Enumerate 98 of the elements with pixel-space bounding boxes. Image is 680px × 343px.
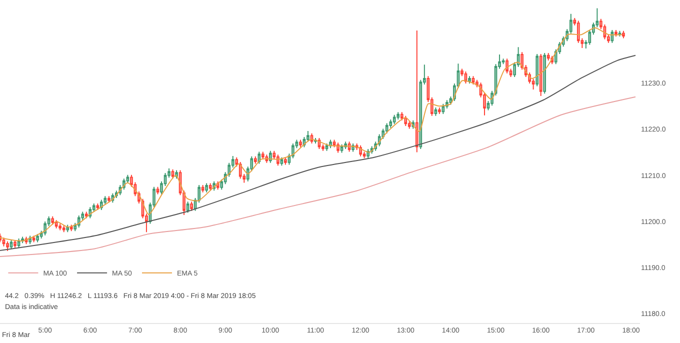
candlestick xyxy=(622,30,625,39)
candlestick xyxy=(258,151,261,164)
candlestick xyxy=(6,240,9,252)
candlestick xyxy=(272,150,276,160)
candlestick xyxy=(600,18,602,30)
candlestick xyxy=(292,143,294,159)
candlestick xyxy=(513,62,516,78)
candlestick xyxy=(618,30,622,37)
candlestick xyxy=(36,233,39,243)
candlestick xyxy=(2,237,6,247)
candlestick xyxy=(62,225,66,233)
candlestick xyxy=(392,114,396,125)
candlestick xyxy=(168,168,170,178)
candlestick xyxy=(238,161,242,180)
candlestick xyxy=(269,150,272,164)
candlestick xyxy=(596,8,599,28)
candlestick xyxy=(472,76,475,85)
candlestick xyxy=(543,52,546,94)
candlestick xyxy=(400,112,404,121)
candlestick xyxy=(261,151,264,160)
candlestick xyxy=(389,119,392,128)
candlestick xyxy=(569,13,572,34)
candlestick xyxy=(198,184,200,204)
candlestick xyxy=(54,220,58,229)
candlestick xyxy=(250,156,254,172)
candlestick xyxy=(486,100,490,111)
candlestick xyxy=(325,143,328,152)
candlestick xyxy=(516,46,520,68)
candlestick xyxy=(228,162,231,178)
candlestick xyxy=(434,107,438,116)
candlestick xyxy=(584,40,588,49)
candlestick xyxy=(322,144,324,152)
candlestick xyxy=(456,63,460,89)
candlestick xyxy=(468,76,471,84)
candlestick xyxy=(408,120,411,130)
candlestick xyxy=(573,18,576,26)
candlestick xyxy=(182,190,186,216)
candlestick xyxy=(509,68,512,78)
candlestick xyxy=(607,34,610,44)
candlestick xyxy=(160,180,163,195)
candlestick xyxy=(299,139,302,148)
candlestick xyxy=(104,196,107,205)
candlestick xyxy=(44,220,46,236)
candlestick xyxy=(130,174,133,188)
candlestick xyxy=(186,201,190,214)
candlestick xyxy=(532,78,535,90)
candlestick xyxy=(614,29,618,37)
candlestick xyxy=(362,151,366,159)
candlestick xyxy=(254,156,257,164)
candlestick xyxy=(546,52,550,61)
candlestick xyxy=(156,186,160,195)
candlestick xyxy=(498,54,501,70)
candlestick xyxy=(438,107,441,114)
candlestick xyxy=(242,173,246,184)
candlestick xyxy=(306,130,310,142)
candlestick xyxy=(415,30,418,153)
candlestick xyxy=(10,239,13,250)
candlestick xyxy=(171,168,174,180)
candlestick xyxy=(502,58,505,65)
candlestick xyxy=(190,201,193,212)
line-series xyxy=(0,27,622,242)
candlestick xyxy=(460,68,464,77)
candlestick xyxy=(280,156,284,166)
candlestick xyxy=(92,202,96,212)
candlestick xyxy=(588,29,592,46)
candlestick xyxy=(295,139,298,149)
candlestick xyxy=(81,211,84,221)
candlestick xyxy=(423,64,426,85)
candlestick xyxy=(580,38,584,48)
candlestick xyxy=(419,79,422,150)
candlestick xyxy=(396,112,400,120)
candlestick xyxy=(164,172,167,186)
candlestick xyxy=(246,166,250,182)
candlestick xyxy=(126,174,130,184)
candlestick xyxy=(145,213,148,233)
candlestick xyxy=(47,216,50,227)
candlestick xyxy=(205,182,208,193)
candlestick xyxy=(231,155,234,168)
candlestick xyxy=(592,22,595,36)
candlestick xyxy=(426,76,430,102)
line-series xyxy=(0,96,636,258)
candlestick xyxy=(152,186,156,208)
candlestick xyxy=(404,115,408,126)
candlestick xyxy=(506,58,508,74)
candlestick xyxy=(430,96,434,116)
line-series xyxy=(0,54,636,252)
candlestick xyxy=(536,53,539,87)
candlestick xyxy=(576,20,580,44)
candlestick xyxy=(201,184,204,193)
candlestick xyxy=(208,182,212,192)
candlestick xyxy=(40,230,43,240)
candlestick xyxy=(539,53,542,96)
candlestick xyxy=(483,92,486,116)
candlestick xyxy=(58,223,62,231)
candlestick xyxy=(284,156,287,166)
candlestick xyxy=(14,239,16,248)
candlestick xyxy=(385,122,388,134)
candlestick xyxy=(276,154,280,166)
